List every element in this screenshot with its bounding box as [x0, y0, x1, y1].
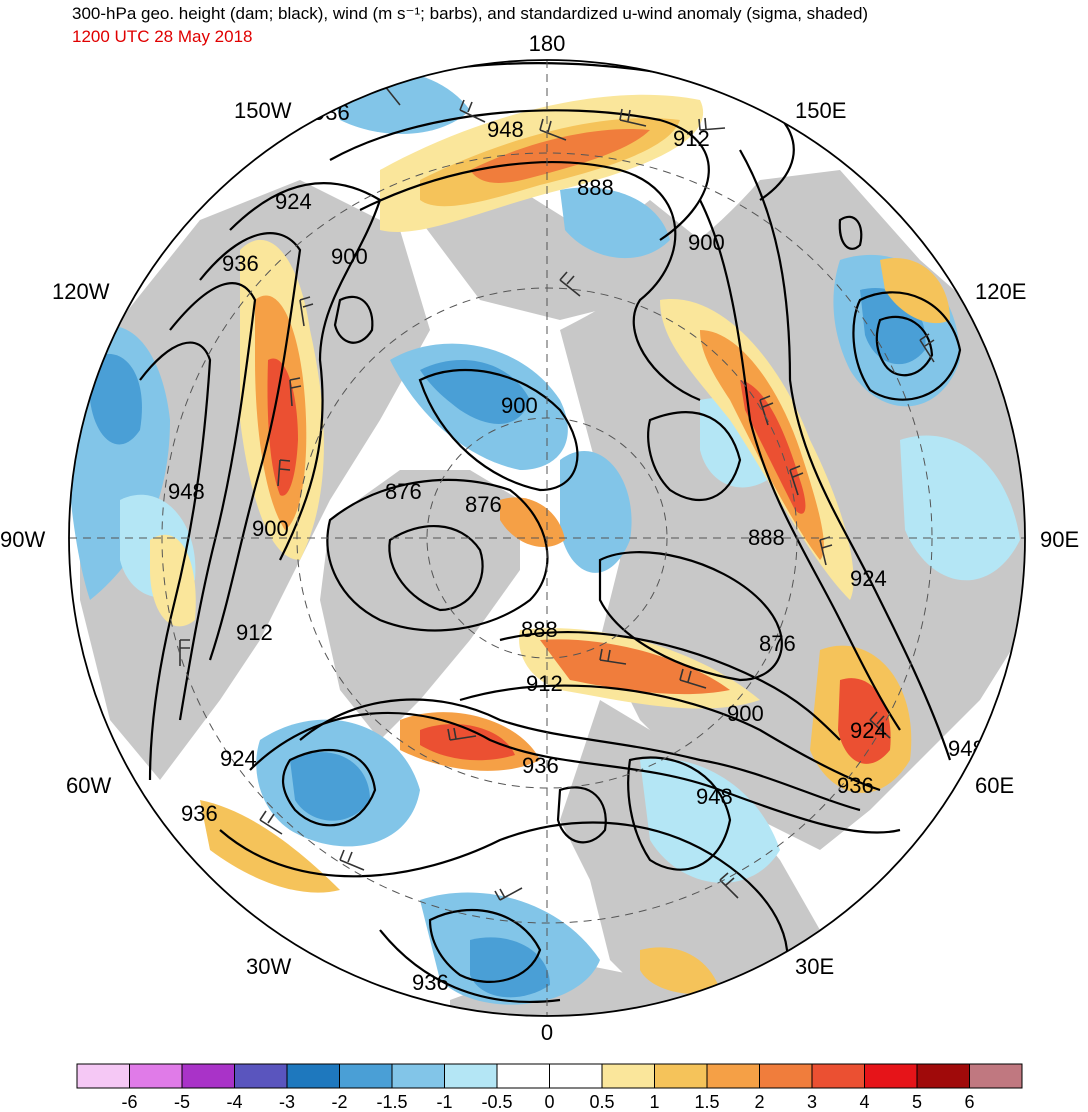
colorbar-swatch	[129, 1063, 183, 1089]
lon-label-60e: 60E	[975, 773, 1014, 798]
colorbar-tick-label: -3	[279, 1092, 295, 1112]
colorbar-tick-label: -1	[436, 1092, 452, 1112]
colorbar-tick-label: 3	[807, 1092, 817, 1112]
colorbar-swatch	[969, 1063, 1023, 1089]
contour-label: 924	[850, 718, 887, 743]
contour-label: 876	[759, 631, 796, 656]
colorbar-tick-label: 1.5	[694, 1092, 719, 1112]
contour-label: 924	[220, 746, 257, 771]
graticule	[69, 60, 1025, 1016]
longitude-labels: 180 150E 120E 90E 60E 30E 0 30W 60W 90W …	[0, 31, 1079, 1045]
colorbar-swatch	[759, 1063, 813, 1089]
contour-label: 936	[313, 100, 350, 125]
contour-label: 936	[181, 801, 218, 826]
contour-label: 912	[236, 620, 273, 645]
contour-label: 876	[385, 479, 422, 504]
colorbar-tick-label: 0	[544, 1092, 554, 1112]
anomaly-shading	[69, 70, 1020, 1005]
contour-label: 900	[331, 244, 368, 269]
map-disk: 936 948 912 888 924 900 936 900 900 948 …	[69, 60, 1025, 1016]
colorbar-swatch	[811, 1063, 865, 1089]
lon-label-30e: 30E	[795, 954, 834, 979]
contour-label: 912	[526, 671, 563, 696]
colorbar-swatch	[339, 1063, 393, 1089]
lon-label-180: 180	[529, 31, 566, 56]
contour-label: 936	[522, 753, 559, 778]
colorbar: -6 -5 -4 -3 -2 -1.5 -1 -0.5 0 0.5 1 1.5 2 3 4 5 6	[76, 1063, 1023, 1112]
contour-label: 888	[577, 175, 614, 200]
contour-label: 876	[465, 492, 502, 517]
colorbar-swatch	[234, 1063, 288, 1089]
lon-label-150w: 150W	[234, 98, 292, 123]
lon-label-0: 0	[541, 1020, 553, 1045]
colorbar-swatch	[76, 1063, 130, 1089]
colorbar-tick-label: 2	[754, 1092, 764, 1112]
contour-label: 936	[837, 773, 874, 798]
contour-label: 900	[727, 701, 764, 726]
height-contours	[139, 62, 962, 1004]
contour-label: 900	[252, 516, 289, 541]
colorbar-tick-label: 0.5	[589, 1092, 614, 1112]
colorbar-tick-label: -6	[121, 1092, 137, 1112]
contour-label: 888	[521, 617, 558, 642]
contour-label: 948	[948, 736, 985, 761]
contour-label: 924	[850, 566, 887, 591]
wind-barbs	[179, 73, 935, 901]
colorbar-tick-label: -0.5	[481, 1092, 512, 1112]
colorbar-swatch	[444, 1063, 498, 1089]
lon-label-30w: 30W	[246, 954, 291, 979]
contour-label: 912	[673, 126, 710, 151]
contour-label: 900	[688, 230, 725, 255]
colorbar-swatch	[916, 1063, 970, 1089]
contour-label: 948	[696, 784, 733, 809]
lon-label-120w: 120W	[52, 279, 110, 304]
lon-label-150e: 150E	[795, 98, 846, 123]
colorbar-swatch	[601, 1063, 655, 1089]
contour-label: 948	[487, 117, 524, 142]
colorbar-swatch	[864, 1063, 918, 1089]
contour-label: 924	[275, 189, 312, 214]
contour-label: 936	[222, 251, 259, 276]
contour-label: 936	[412, 970, 449, 995]
colorbar-swatch	[286, 1063, 340, 1089]
colorbar-tick-label: 5	[912, 1092, 922, 1112]
contour-label: 948	[168, 479, 205, 504]
colorbar-swatch	[654, 1063, 708, 1089]
lon-label-90w: 90W	[0, 527, 45, 552]
valid-time: 1200 UTC 28 May 2018	[72, 27, 253, 46]
lon-label-60w: 60W	[66, 773, 111, 798]
colorbar-swatch	[706, 1063, 760, 1089]
colorbar-tick-label: -2	[331, 1092, 347, 1112]
contour-labels: 936 948 912 888 924 900 936 900 900 948 …	[168, 100, 985, 995]
map-border	[68, 59, 1026, 1017]
colorbar-tick-label: 1	[649, 1092, 659, 1112]
colorbar-tick-label: -1.5	[376, 1092, 407, 1112]
colorbar-swatch	[549, 1063, 603, 1089]
colorbar-swatch	[391, 1063, 445, 1089]
contour-label: 888	[748, 525, 785, 550]
colorbar-tick-label: -5	[174, 1092, 190, 1112]
colorbar-swatch	[496, 1063, 550, 1089]
lon-label-120e: 120E	[975, 279, 1026, 304]
map-title: 300-hPa geo. height (dam; black), wind (…	[72, 4, 869, 23]
contour-label: 900	[501, 393, 538, 418]
colorbar-tick-label: 6	[964, 1092, 974, 1112]
colorbar-swatch	[181, 1063, 235, 1089]
lon-label-90e: 90E	[1040, 527, 1079, 552]
colorbar-tick-label: -4	[226, 1092, 242, 1112]
colorbar-tick-label: 4	[859, 1092, 869, 1112]
